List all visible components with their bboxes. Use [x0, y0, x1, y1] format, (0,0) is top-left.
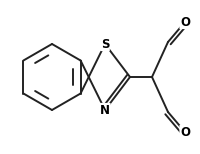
Text: S: S — [101, 38, 109, 51]
Text: O: O — [180, 126, 190, 138]
Text: O: O — [180, 16, 190, 28]
Text: N: N — [100, 103, 110, 116]
